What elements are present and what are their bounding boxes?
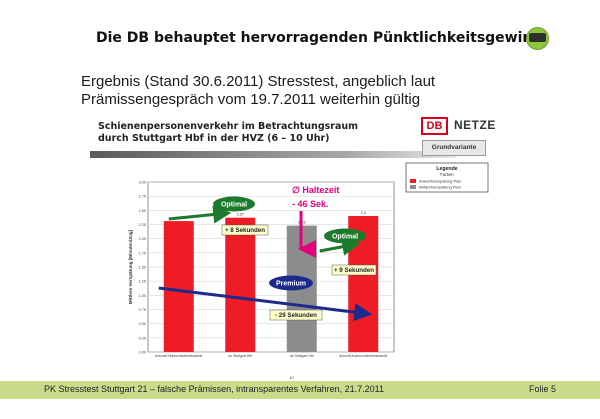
y-tick-label: 1.50 [139,266,146,270]
logo-badge-icon [526,27,549,50]
legend-item-label: Abfahrtverspätung Plan [419,185,461,190]
legend-swatch [410,179,416,183]
chart-figure: Schienenpersonenverkehr im Betrachtungsr… [88,113,508,383]
premium-ellipse-label: Premium [276,281,306,288]
figure-heading: Schienenpersonenverkehr im Betrachtungsr… [98,121,358,145]
premium-ellipse [269,275,313,291]
x-tick-label: Ankunft Ausbruchsbetriebsstelle [339,354,387,358]
figure-heading-line-2: durch Stuttgart Hbf in der HVZ (6 – 10 U… [98,133,330,144]
plus-8-box-label: + 8 Sekunden [225,227,265,234]
variant-badge: Grundvariante [422,140,486,156]
premium-arrow [158,286,373,322]
minus-29-box-label: - 29 Sekunden [275,312,317,319]
figure-page-number: 67 [290,375,295,380]
bar-chart: 0.00 0.25 0.50 0.75 1.00 1.25 1.50 1.75 2.00 2.25… [128,162,489,380]
x-tick-label: an Stuttgart Hbf [228,354,252,358]
haltezeit-value: - 46 Sek. [292,199,329,209]
optimal-arrow-2 [319,237,361,256]
netze-logo-text: NETZE [454,118,496,132]
figure-heading-underline [90,151,456,158]
slide-footer: PK Stresstest Stuttgart 21 – falsche Prä… [0,381,600,399]
y-tick-label: 2.75 [139,195,146,199]
plus-9-box [331,264,377,276]
footer-page-number: Folie 5 [528,384,556,394]
y-tick-label: 2.50 [139,209,146,213]
y-tick-label: 1.75 [139,251,146,255]
minus-29-box [269,309,323,321]
y-tick-label: 0.25 [139,336,146,340]
optimal-ellipse-2 [324,228,366,244]
y-tick-label: 1.25 [139,280,146,284]
bar-value-label: 2,37 [237,213,244,217]
y-tick-label: 0.50 [139,322,146,326]
optimal-ellipse-1-label: Optimal [221,202,247,209]
subtitle-line-1: Ergebnis (Stand 30.6.2011) Stresstest, a… [81,73,436,90]
footer-text: PK Stresstest Stuttgart 21 – falsche Prä… [44,384,385,394]
bar [225,217,256,352]
legend-subtitle: Farben [440,172,454,177]
plus-9-box-label: + 9 Sekunden [334,267,374,274]
haltezeit-label: ∅ Haltezeit [292,185,339,195]
plus-8-box [221,224,269,236]
y-tick-label: 3.00 [139,181,146,185]
legend-box [405,162,489,193]
legend-title: Legende [436,166,457,172]
y-tick-label: 1.00 [139,294,146,298]
y-tick-label: 2.00 [139,237,146,241]
y-axis-label: Mittlere Verspätung [Minuten/Zug] [128,229,133,304]
legend-item-label: Ankunftverspätung Plan [419,179,461,184]
optimal-ellipse-2-label: Optimal [332,234,358,241]
y-tick-label: 0.75 [139,308,146,312]
y-tick-label: 2.25 [139,223,146,227]
bar [163,221,194,352]
slide-subtitle: Ergebnis (Stand 30.6.2011) Stresstest, a… [81,73,541,109]
subtitle-line-2: Prämissengespräch vom 19.7.2011 weiterhi… [81,91,421,108]
optimal-arrow-1 [168,205,232,224]
slide-title: Die DB behauptet hervorragenden Pünktlic… [96,30,543,46]
x-tick-label: Ankunft Einbruchsbetriebsstelle [155,354,203,358]
bar-value-label: 2,4 [361,211,366,215]
y-tick-label: 0.00 [139,351,146,355]
db-logo: DB [421,117,448,135]
figure-heading-line-1: Schienenpersonenverkehr im Betrachtungsr… [98,121,359,132]
x-tick-label: ab Stuttgart Hbf [290,354,314,358]
legend-swatch [410,185,416,189]
optimal-ellipse-1 [213,196,255,212]
